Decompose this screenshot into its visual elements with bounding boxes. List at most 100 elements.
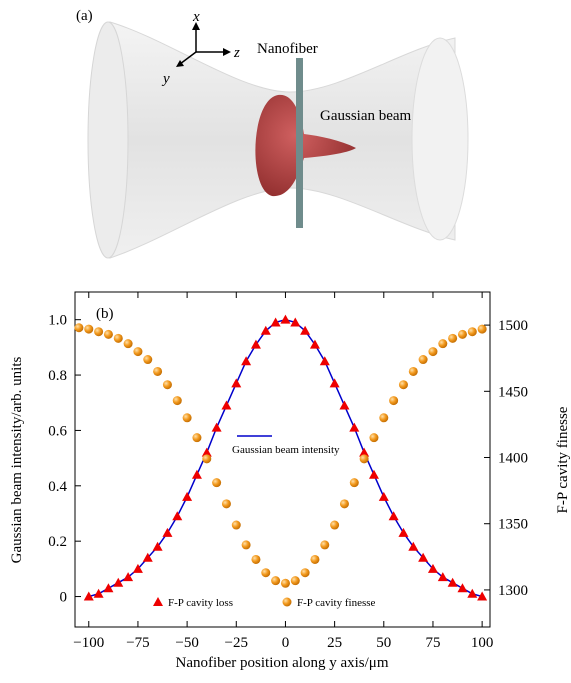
- triangle-marker: [192, 470, 202, 479]
- panel-label: (b): [96, 306, 114, 322]
- triangle-marker: [182, 492, 192, 501]
- circle-marker: [94, 327, 103, 336]
- circle-marker: [192, 433, 201, 442]
- circle-marker: [438, 339, 447, 348]
- circle-marker: [251, 555, 260, 564]
- triangle-marker: [231, 378, 241, 387]
- axis-letter: x: [192, 9, 200, 25]
- triangle-marker: [113, 578, 123, 587]
- circle-marker: [330, 521, 339, 530]
- circle-marker: [133, 347, 142, 356]
- x-axis-label: Nanofiber position along y axis/μm: [175, 655, 388, 671]
- x-tick-label: 75: [425, 635, 440, 651]
- plot-frame: [75, 292, 490, 627]
- chart: (a) x z y Nanofiber Gaussian beam (b) Na…: [0, 0, 571, 683]
- triangle-marker: [379, 492, 389, 501]
- y-tick-label: 1.0: [48, 313, 67, 329]
- fiber-label: Nanofiber: [257, 41, 318, 57]
- triangle-marker: [162, 528, 172, 537]
- panel-label: (a): [76, 8, 93, 24]
- circle-marker: [448, 334, 457, 343]
- y-tick-label: 0.2: [48, 534, 67, 550]
- triangle-marker: [212, 423, 222, 432]
- circle-marker: [478, 325, 487, 334]
- circle-marker: [350, 478, 359, 487]
- circle-marker: [143, 355, 152, 364]
- circle-marker: [271, 576, 280, 585]
- circle-marker: [320, 540, 329, 549]
- triangle-marker: [349, 423, 359, 432]
- circle-marker: [369, 433, 378, 442]
- triangle-marker: [221, 401, 231, 410]
- circle-marker: [202, 454, 211, 463]
- y-tick-label: 0.6: [48, 423, 67, 439]
- y2-axis-label: F-P cavity finesse: [555, 406, 571, 513]
- x-tick-label: 0: [282, 635, 290, 651]
- circle-marker: [360, 454, 369, 463]
- x-tick-label: 25: [327, 635, 342, 651]
- y2-tick-label: 1350: [498, 517, 528, 533]
- circle-marker: [310, 555, 319, 564]
- triangle-marker: [241, 356, 251, 365]
- triangle-marker: [339, 401, 349, 410]
- axis-letter: z: [233, 45, 240, 61]
- y-tick-label: 0: [60, 590, 68, 606]
- circle-marker: [104, 330, 113, 339]
- circle-marker: [173, 396, 182, 405]
- x-tick-label: −25: [225, 635, 248, 651]
- beam-label: Gaussian beam: [320, 108, 412, 124]
- y-tick-label: 0.8: [48, 368, 67, 384]
- circle-marker: [399, 380, 408, 389]
- circle-marker: [281, 579, 290, 588]
- x-tick-label: 50: [376, 635, 391, 651]
- circle-marker: [84, 325, 93, 334]
- y2-tick-label: 1500: [498, 318, 528, 334]
- illustration: [88, 22, 468, 258]
- circle-marker: [261, 568, 270, 577]
- x-tick-label: −50: [175, 635, 198, 651]
- x-tick-label: −100: [73, 635, 104, 651]
- triangle-marker: [398, 528, 408, 537]
- circle-marker: [74, 323, 83, 332]
- circle-marker: [242, 540, 251, 549]
- y-tick-label: 0.4: [48, 479, 67, 495]
- y2-tick-label: 1450: [498, 384, 528, 400]
- circle-marker: [409, 367, 418, 376]
- legend-label: F-P cavity loss: [168, 597, 233, 609]
- circle-marker: [379, 413, 388, 422]
- circle-marker: [212, 478, 221, 487]
- triangle-marker: [330, 378, 340, 387]
- triangle-marker: [448, 578, 458, 587]
- circle-marker: [291, 576, 300, 585]
- triangle-marker: [280, 315, 290, 324]
- x-tick-label: −75: [126, 635, 149, 651]
- axis-letter: y: [161, 71, 170, 87]
- circle-marker: [114, 334, 123, 343]
- legend-swatch: [153, 597, 163, 606]
- circle-marker: [428, 347, 437, 356]
- figure: (a) x z y Nanofiber Gaussian beam (b) Na…: [0, 0, 571, 683]
- circle-marker: [340, 499, 349, 508]
- circle-marker: [124, 339, 133, 348]
- circle-marker: [468, 327, 477, 336]
- circle-marker: [301, 568, 310, 577]
- x-tick-label: 100: [471, 635, 494, 651]
- triangle-marker: [94, 589, 104, 598]
- legend-swatch: [283, 598, 292, 607]
- y-axis-label: Gaussian beam intensity/arb. units: [9, 357, 25, 564]
- triangle-marker: [320, 356, 330, 365]
- circle-marker: [163, 380, 172, 389]
- circle-marker: [458, 330, 467, 339]
- legend-label: Gaussian beam intensity: [232, 444, 344, 457]
- triangle-marker: [457, 583, 467, 592]
- circle-marker: [232, 521, 241, 530]
- legend-label: F-P cavity finesse: [297, 597, 376, 609]
- circle-marker: [222, 499, 231, 508]
- triangle-marker: [103, 583, 113, 592]
- circle-marker: [183, 413, 192, 422]
- triangle-marker: [389, 511, 399, 520]
- circle-marker: [153, 367, 162, 376]
- triangle-marker: [172, 511, 182, 520]
- y2-tick-label: 1400: [498, 451, 528, 467]
- y2-tick-label: 1300: [498, 583, 528, 599]
